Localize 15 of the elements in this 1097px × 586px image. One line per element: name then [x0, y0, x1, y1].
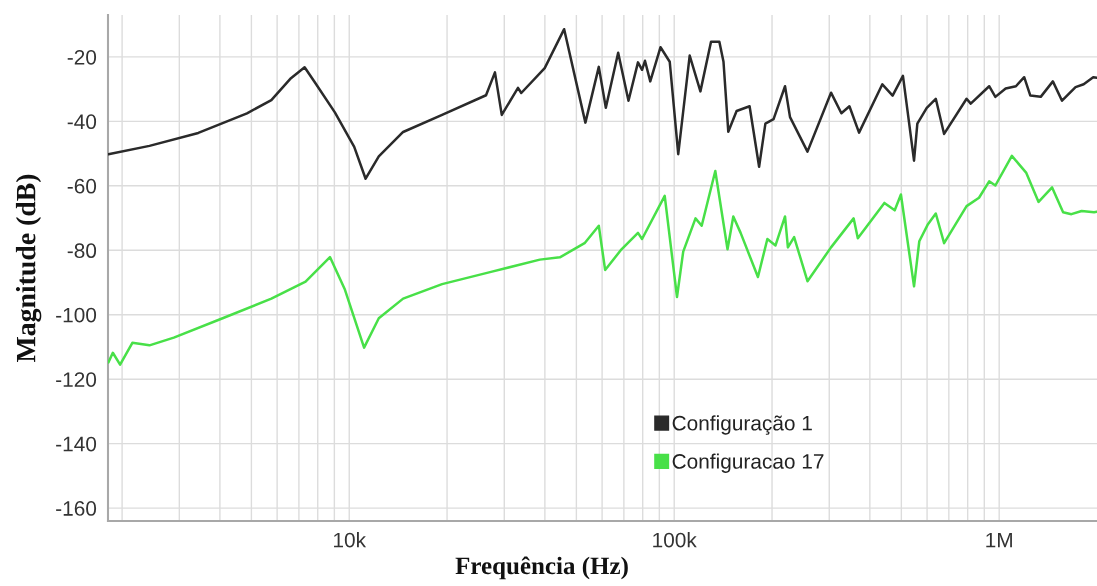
- y-tick-label: -40: [67, 114, 97, 130]
- x-tick-label: 10k: [334, 532, 367, 548]
- y-tick-label: -80: [67, 243, 97, 259]
- legend-label: Configuração 1: [672, 415, 812, 435]
- y-tick-label: -60: [67, 178, 97, 194]
- x-axis-title: Frequência (Hz): [455, 556, 628, 580]
- y-tick-label: -140: [56, 436, 97, 452]
- y-axis-title: Magnitude (dB): [15, 174, 42, 363]
- x-tick-label: 1M: [986, 532, 1012, 548]
- y-tick-label: -160: [56, 501, 97, 516]
- y-tick-label: -120: [56, 372, 97, 387]
- y-tick-label: -20: [67, 49, 97, 65]
- legend-label: Configuracao 17: [672, 453, 824, 473]
- y-tick-label: -100: [56, 307, 97, 323]
- x-tick-label: 100k: [653, 532, 697, 548]
